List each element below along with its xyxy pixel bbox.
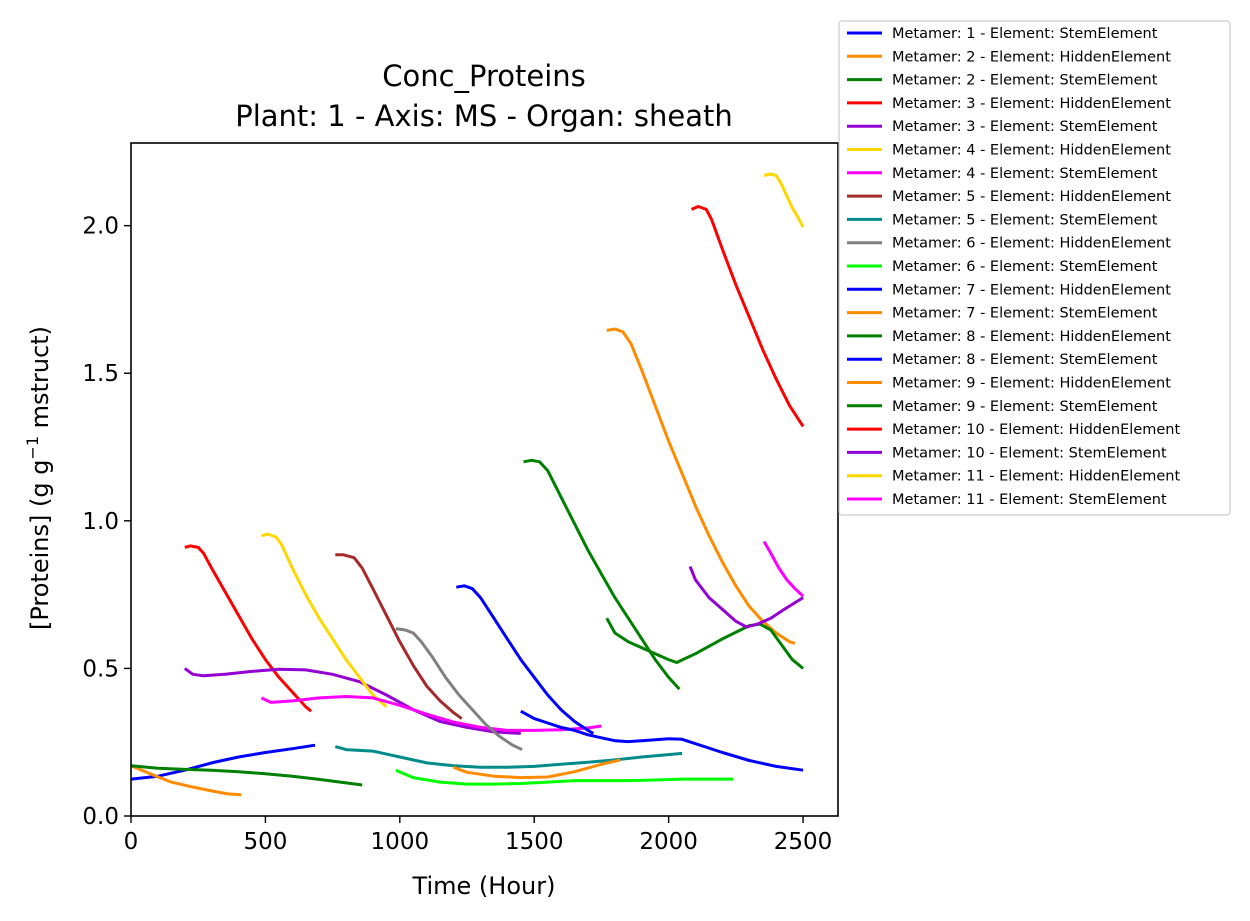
legend-item: Metamer: 1 - Element: StemElement <box>847 26 1158 42</box>
legend-box <box>838 20 1231 516</box>
x-axis-label: Time (Hour) <box>412 872 556 900</box>
legend-label: Metamer: 10 - Element: HiddenElement <box>892 422 1180 438</box>
legend-item: Metamer: 10 - Element: HiddenElement <box>847 422 1180 438</box>
y-axis-label-superscript: −1 <box>23 436 42 460</box>
y-tick-label: 1.0 <box>82 509 119 535</box>
series-line-10 <box>395 627 523 751</box>
legend-item: Metamer: 11 - Element: StemElement <box>847 492 1167 508</box>
legend-label: Metamer: 9 - Element: StemElement <box>892 399 1158 415</box>
y-axis-label-main: [Proteins] (g g <box>26 460 54 630</box>
y-axis-label: [Proteins] (g g−1 mstruct) <box>23 326 54 630</box>
legend-label: Metamer: 5 - Element: HiddenElement <box>892 189 1171 205</box>
legend-label: Metamer: 2 - Element: StemElement <box>892 73 1158 89</box>
series-layer <box>131 172 805 797</box>
legend-item: Metamer: 9 - Element: HiddenElement <box>847 376 1171 392</box>
legend-label: Metamer: 6 - Element: HiddenElement <box>892 236 1171 252</box>
legend-label: Metamer: 5 - Element: StemElement <box>892 212 1158 228</box>
series-line-20 <box>763 172 805 228</box>
legend-item: Metamer: 9 - Element: StemElement <box>847 399 1158 415</box>
legend-item: Metamer: 4 - Element: StemElement <box>847 166 1158 182</box>
legend-label: Metamer: 11 - Element: HiddenElement <box>892 469 1180 485</box>
series-line-4 <box>184 544 313 713</box>
legend-item: Metamer: 3 - Element: HiddenElement <box>847 96 1171 112</box>
legend-item: Metamer: 11 - Element: HiddenElement <box>847 469 1180 485</box>
legend-label: Metamer: 4 - Element: StemElement <box>892 166 1158 182</box>
legend-label: Metamer: 10 - Element: StemElement <box>892 445 1167 461</box>
legend-item: Metamer: 2 - Element: StemElement <box>847 73 1158 89</box>
legend-label: Metamer: 2 - Element: HiddenElement <box>892 49 1171 65</box>
legend-item: Metamer: 3 - Element: StemElement <box>847 119 1158 135</box>
legend-label: Metamer: 8 - Element: HiddenElement <box>892 329 1171 345</box>
series-line-18 <box>690 205 805 428</box>
legend-item: Metamer: 6 - Element: StemElement <box>847 259 1158 275</box>
series-line-8 <box>335 553 463 720</box>
series-line-2 <box>131 764 242 797</box>
legend-entries: Metamer: 1 - Element: StemElement Metamer… <box>847 26 1180 508</box>
x-axis: 0 500 1000 1500 2000 2500 <box>124 816 833 855</box>
legend-label: Metamer: 4 - Element: HiddenElement <box>892 143 1171 159</box>
y-tick-label: 2.0 <box>82 214 119 240</box>
legend-item: Metamer: 8 - Element: StemElement <box>847 352 1158 368</box>
legend-label: Metamer: 3 - Element: HiddenElement <box>892 96 1171 112</box>
x-tick-label: 1500 <box>505 829 564 855</box>
x-tick-label: 1000 <box>371 829 430 855</box>
series-line-16 <box>606 327 796 645</box>
x-tick-label: 0 <box>124 829 139 855</box>
chart-title: Conc_Proteins <box>382 59 586 93</box>
series-line-3 <box>131 764 363 787</box>
series-line-5 <box>183 667 521 735</box>
legend-item: Metamer: 7 - Element: HiddenElement <box>847 282 1171 298</box>
legend-item: Metamer: 7 - Element: StemElement <box>847 306 1158 322</box>
y-tick-label: 1.5 <box>82 361 119 387</box>
series-line-7 <box>260 695 602 732</box>
legend-item: Metamer: 10 - Element: StemElement <box>847 445 1167 461</box>
legend-label: Metamer: 9 - Element: HiddenElement <box>892 376 1171 392</box>
y-tick-label: 0.0 <box>82 804 119 830</box>
chart-subtitle: Plant: 1 - Axis: MS - Organ: sheath <box>235 99 733 133</box>
series-line-1 <box>131 743 316 781</box>
legend-label: Metamer: 7 - Element: StemElement <box>892 306 1158 322</box>
legend-item: Metamer: 8 - Element: HiddenElement <box>847 329 1171 345</box>
x-tick-label: 2000 <box>639 829 698 855</box>
legend-label: Metamer: 1 - Element: StemElement <box>892 26 1158 42</box>
series-line-17 <box>605 617 805 670</box>
legend-label: Metamer: 3 - Element: StemElement <box>892 119 1158 135</box>
plot-frame <box>130 142 839 817</box>
series-line-13 <box>453 758 621 780</box>
series-line-21 <box>762 540 805 598</box>
legend-item: Metamer: 4 - Element: HiddenElement <box>847 143 1171 159</box>
y-axis: 0.0 0.5 1.0 1.5 2.0 <box>82 214 131 830</box>
x-tick-label: 2500 <box>774 829 833 855</box>
legend-label: Metamer: 11 - Element: StemElement <box>892 492 1167 508</box>
legend-label: Metamer: 6 - Element: StemElement <box>892 259 1158 275</box>
legend-item: Metamer: 2 - Element: HiddenElement <box>847 49 1171 65</box>
series-line-12 <box>456 584 595 735</box>
y-axis-label-tail: mstruct) <box>26 326 54 436</box>
series-line-11 <box>395 768 734 786</box>
series-line-6 <box>261 532 388 708</box>
legend-label: Metamer: 7 - Element: HiddenElement <box>892 282 1171 298</box>
series-line-15 <box>520 709 804 772</box>
legend-item: Metamer: 5 - Element: HiddenElement <box>847 189 1171 205</box>
series-line-9 <box>334 745 683 769</box>
legend: Metamer: 1 - Element: StemElement Metamer… <box>838 20 1231 516</box>
y-tick-label: 0.5 <box>82 656 119 682</box>
series-line-14 <box>523 458 681 691</box>
legend-item: Metamer: 6 - Element: HiddenElement <box>847 236 1171 252</box>
legend-label: Metamer: 8 - Element: StemElement <box>892 352 1158 368</box>
x-tick-label: 500 <box>243 829 287 855</box>
series-line-19 <box>688 566 804 629</box>
legend-item: Metamer: 5 - Element: StemElement <box>847 212 1158 228</box>
